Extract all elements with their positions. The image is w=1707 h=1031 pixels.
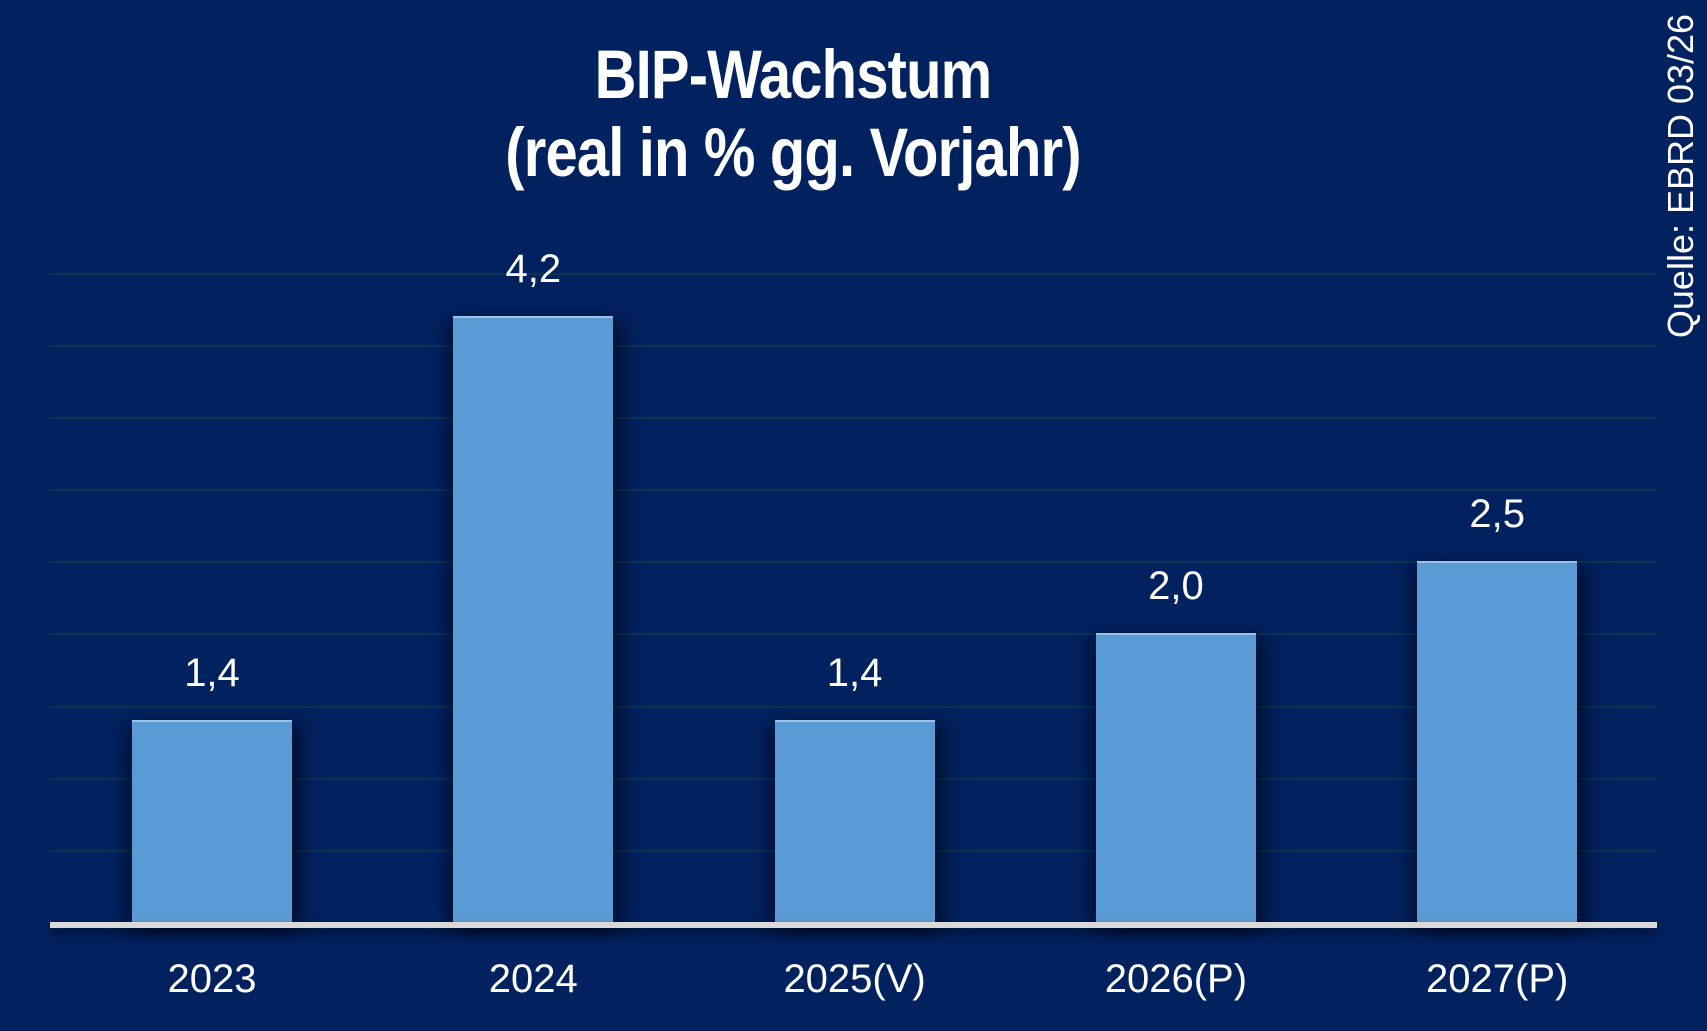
x-axis-label: 2025(V) bbox=[783, 957, 926, 1001]
source-note: Quelle: EBRD 03/26 bbox=[1660, 13, 1701, 339]
x-axis-line bbox=[50, 922, 1657, 928]
gridline bbox=[50, 344, 1657, 347]
x-axis-label: 2026(P) bbox=[1104, 957, 1248, 1001]
gridline bbox=[50, 489, 1657, 492]
gridline bbox=[50, 272, 1657, 275]
gridline bbox=[50, 561, 1657, 564]
chart-subtitle: (real in % gg. Vorjahr) bbox=[505, 114, 1081, 191]
gridline bbox=[50, 705, 1657, 708]
x-axis-label: 2024 bbox=[488, 957, 578, 1001]
bar-2026(P) bbox=[1095, 633, 1256, 924]
bar-2024 bbox=[453, 315, 614, 924]
bar-value-label: 1,4 bbox=[826, 650, 883, 695]
bar-value-label: 1,4 bbox=[184, 650, 240, 695]
x-axis-label: 2027(P) bbox=[1426, 957, 1569, 1001]
gridline bbox=[50, 633, 1657, 636]
bar-2027(P) bbox=[1417, 561, 1578, 924]
bar-2025(V) bbox=[774, 719, 935, 924]
bar-value-label: 2,0 bbox=[1148, 564, 1204, 609]
x-axis-label: 2023 bbox=[167, 957, 257, 1001]
bar-value-label: 4,2 bbox=[505, 246, 562, 291]
bar-value-label: 2,5 bbox=[1469, 492, 1525, 537]
chart-title-block: BIP-Wachstum (real in % gg. Vorjahr) bbox=[127, 36, 1459, 192]
chart-title: BIP-Wachstum bbox=[594, 36, 993, 113]
bar-2023 bbox=[132, 719, 292, 924]
gridline bbox=[50, 416, 1657, 419]
